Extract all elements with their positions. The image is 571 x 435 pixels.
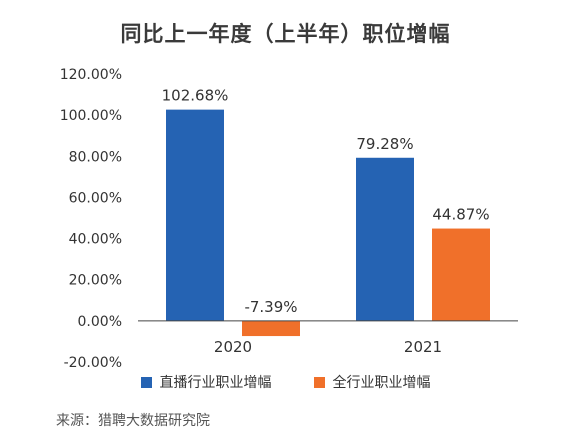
y-axis-ticks: 120.00% 100.00% 80.00% 60.00% 40.00% 20.00% 0.… bbox=[60, 67, 122, 371]
chart-title: 同比上一年度（上半年）职位增幅 bbox=[120, 22, 451, 46]
data-labels: 102.68% -7.39% 79.28% 44.87% bbox=[162, 87, 490, 316]
bar-2021-series-1 bbox=[356, 157, 414, 321]
bars bbox=[166, 109, 490, 337]
category-label: 2020 bbox=[214, 338, 252, 356]
y-tick-label: 20.00% bbox=[69, 273, 122, 289]
y-tick-label: 60.00% bbox=[69, 190, 122, 206]
data-label: 79.28% bbox=[356, 135, 413, 153]
data-label: 102.68% bbox=[162, 87, 229, 105]
bar-chart: 120.00% 100.00% 80.00% 60.00% 40.00% 20.00% 0.… bbox=[60, 67, 518, 371]
source-note: 来源：猎聘大数据研究院 bbox=[56, 413, 210, 429]
bar-2021-series-2 bbox=[432, 228, 490, 321]
y-tick-label: 0.00% bbox=[78, 314, 122, 330]
y-tick-label: 40.00% bbox=[69, 232, 122, 248]
data-label: -7.39% bbox=[244, 298, 297, 316]
legend-label: 直播行业职业增幅 bbox=[159, 375, 272, 391]
data-label: 44.87% bbox=[432, 206, 489, 224]
legend: 直播行业职业增幅 全行业职业增幅 bbox=[0, 372, 571, 392]
legend-label: 全行业职业增幅 bbox=[332, 375, 431, 391]
y-tick-label: 80.00% bbox=[69, 149, 122, 165]
legend-swatch-blue bbox=[140, 376, 152, 388]
legend-item-series-2: 全行业职业增幅 bbox=[313, 372, 431, 392]
bar-2020-series-2 bbox=[242, 320, 300, 337]
legend-swatch-orange bbox=[313, 376, 325, 388]
y-tick-label: 100.00% bbox=[60, 108, 122, 124]
y-tick-label: -20.00% bbox=[64, 355, 122, 371]
legend-item-series-1: 直播行业职业增幅 bbox=[140, 372, 272, 392]
bar-2020-series-1 bbox=[166, 109, 224, 321]
category-label: 2021 bbox=[404, 338, 442, 356]
category-labels: 2020 2021 bbox=[214, 338, 442, 356]
y-tick-label: 120.00% bbox=[60, 67, 122, 83]
